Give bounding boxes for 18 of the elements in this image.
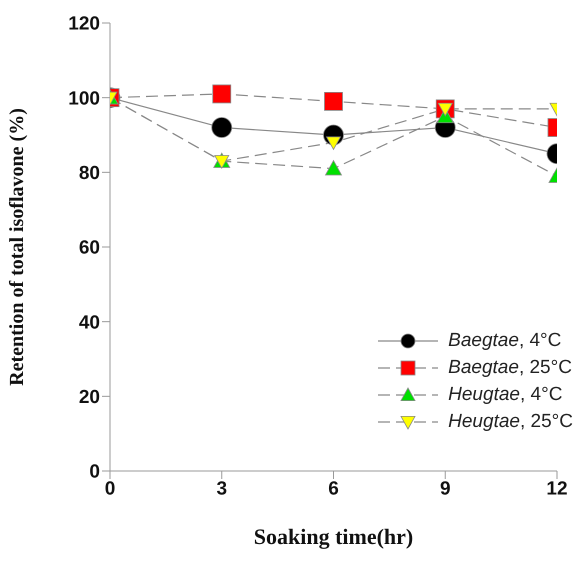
y-tick-label: 0	[89, 462, 100, 483]
y-axis-title: Retention of total isoflavone (%)	[6, 108, 28, 386]
y-tick-label: 20	[78, 387, 100, 408]
y-tick-label: 80	[78, 163, 100, 184]
y-tick-label: 60	[78, 238, 100, 259]
y-tick-label: 40	[78, 312, 100, 334]
y-tick-label: 120	[68, 14, 100, 35]
legend-label: Heugtae, 4°C	[448, 384, 562, 406]
y-tick-label: 100	[68, 88, 100, 110]
x-tick-label: 6	[328, 478, 339, 500]
x-tick-label: 3	[216, 478, 228, 500]
x-axis-title: Soaking time(hr)	[254, 524, 414, 549]
legend-label: Baegtae, 4°C	[448, 330, 562, 352]
x-tick-label: 9	[440, 478, 451, 500]
legend-label: Heugtae, 25°C	[448, 410, 573, 432]
legend-label: Baegtae, 25°C	[448, 356, 572, 378]
x-tick-label: 0	[104, 478, 116, 500]
x-tick-label: 12	[546, 478, 568, 500]
